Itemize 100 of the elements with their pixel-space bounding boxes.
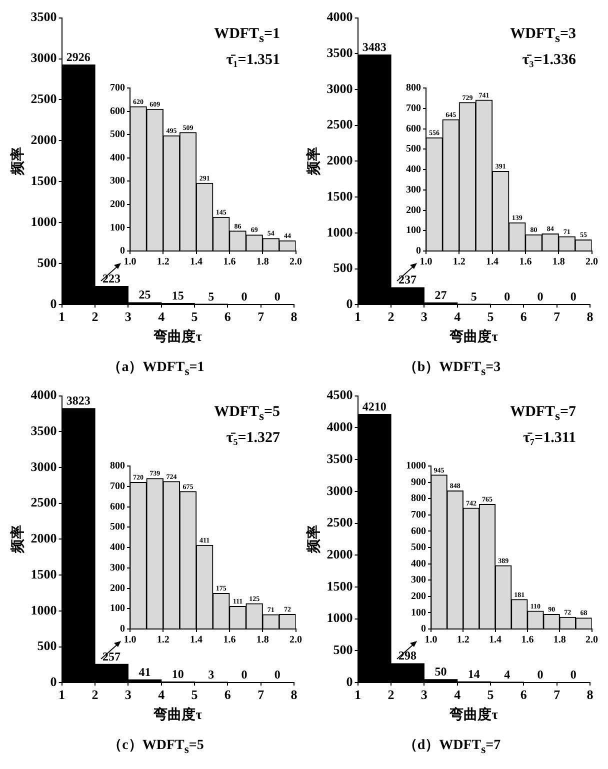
- y-tick-label: 3000: [30, 50, 57, 66]
- y-tick-label: 2500: [326, 116, 353, 132]
- y-tick-label: 800: [110, 460, 125, 472]
- x-tick-label: 1.2: [452, 256, 466, 268]
- data-label: 223: [102, 271, 121, 286]
- x-tick-label: 8: [586, 308, 594, 324]
- x-tick-label: 1.8: [256, 256, 269, 268]
- y-tick-label: 200: [406, 204, 421, 216]
- data-label: 25: [138, 288, 151, 302]
- data-label: 0: [570, 290, 576, 304]
- y-tick-label: 0: [120, 624, 125, 635]
- x-tick-label: 4: [158, 686, 166, 702]
- data-label: 257: [102, 649, 121, 664]
- y-tick-label: 1000: [30, 214, 57, 230]
- annotation: WDFT$_{s}$=5: [214, 404, 280, 424]
- y-tick-label: 300: [411, 574, 426, 586]
- y-tick-label: 200: [110, 199, 125, 210]
- y-tick-label: 500: [411, 542, 426, 554]
- x-tick-label: 3: [420, 308, 428, 324]
- data-label: 298: [398, 648, 417, 663]
- y-tick-label: 600: [110, 501, 125, 512]
- x-tick-label: 4: [454, 308, 462, 324]
- x-tick-label: 1.8: [553, 634, 566, 646]
- y-axis-title: 频率: [9, 147, 26, 176]
- x-tick-label: 2: [388, 686, 394, 702]
- y-tick-label: 0: [50, 296, 57, 311]
- y-tick-label: 0: [346, 674, 353, 689]
- y-tick-label: 200: [411, 590, 426, 602]
- x-axis-title: 弯曲度τ: [152, 328, 203, 346]
- y-tick-label: 3000: [30, 458, 57, 474]
- y-tick-label: 4000: [326, 419, 353, 434]
- text: （d）WDFT$_{s}$=7: [402, 737, 502, 756]
- y-tick-label: 700: [411, 509, 426, 520]
- data-label: 4210: [362, 399, 386, 414]
- x-tick-label: 7: [258, 308, 265, 324]
- x-tick-label: 5: [487, 308, 494, 324]
- data-label: 0: [504, 290, 510, 304]
- x-tick-label: 1.8: [552, 256, 565, 268]
- y-tick-label: 500: [37, 254, 57, 270]
- x-axis-title: 弯曲度τ: [152, 706, 203, 724]
- x-tick-label: 4: [158, 308, 166, 324]
- annotation: WDFT$_{s}$=1: [214, 26, 280, 46]
- y-tick-label: 2000: [326, 152, 353, 168]
- x-tick-label: 1.0: [124, 634, 136, 646]
- x-tick-label: 3: [124, 686, 132, 702]
- x-tick-label: 1.0: [420, 256, 432, 268]
- data-label: 10: [172, 666, 184, 681]
- y-tick-label: 1500: [326, 188, 353, 204]
- y-tick-label: 0: [50, 674, 57, 689]
- y-tick-label: 200: [110, 582, 125, 594]
- y-tick-label: 700: [406, 102, 421, 114]
- data-label: 0: [274, 668, 280, 682]
- x-tick-label: 6: [520, 308, 528, 324]
- x-tick-label: 6: [224, 686, 232, 702]
- y-tick-label: 400: [110, 542, 125, 554]
- y-tick-label: 500: [333, 260, 353, 276]
- y-tick-label: 100: [110, 603, 125, 614]
- y-tick-label: 300: [110, 562, 125, 574]
- data-label: 15: [172, 288, 184, 302]
- y-tick-label: 4500: [326, 387, 353, 402]
- y-tick-label: 400: [411, 558, 426, 570]
- x-tick-label: 2: [388, 308, 394, 324]
- x-tick-label: 5: [191, 308, 198, 324]
- x-tick-label: 1.4: [489, 634, 502, 646]
- data-label: 3483: [362, 40, 386, 54]
- y-tick-label: 900: [411, 476, 426, 488]
- data-label: 14: [468, 666, 480, 681]
- data-label: 2926: [66, 50, 90, 64]
- y-tick-label: 1500: [326, 578, 353, 594]
- y-tick-label: 600: [110, 106, 125, 117]
- y-tick-label: 3500: [326, 45, 353, 60]
- data-label: 5: [208, 289, 214, 304]
- x-tick-label: 7: [554, 686, 561, 702]
- data-label: 237: [398, 272, 417, 287]
- x-tick-label: 1.2: [156, 634, 170, 646]
- data-label: 0: [241, 668, 248, 682]
- x-tick-label: 1.6: [521, 634, 534, 646]
- data-label: 3: [208, 667, 214, 682]
- x-tick-label: 1.4: [486, 256, 499, 268]
- x-tick-label: 1.6: [223, 634, 236, 646]
- x-tick-label: 2: [92, 686, 98, 702]
- data-label: 0: [570, 668, 576, 682]
- y-tick-label: 100: [406, 225, 421, 236]
- y-tick-label: 3000: [326, 482, 353, 498]
- x-tick-label: 2.0: [586, 634, 598, 646]
- y-tick-label: 1000: [326, 224, 353, 240]
- data-label: 0: [537, 668, 544, 682]
- x-tick-label: 3: [124, 308, 132, 324]
- x-tick-label: 1.4: [190, 256, 203, 268]
- y-tick-label: 800: [406, 82, 421, 94]
- data-label: 0: [537, 290, 544, 304]
- text: （a）WDFT$_{s}$=1: [106, 359, 206, 378]
- annotation: τ̄₃=1.336: [522, 52, 576, 69]
- y-tick-label: 2000: [30, 530, 57, 546]
- x-tick-label: 2.0: [586, 256, 598, 268]
- y-tick-label: 400: [110, 152, 125, 164]
- y-tick-label: 100: [411, 607, 426, 618]
- x-tick-label: 2.0: [290, 634, 302, 646]
- x-tick-label: 1.2: [156, 256, 170, 268]
- annotation: WDFT$_{s}$=3: [510, 26, 576, 46]
